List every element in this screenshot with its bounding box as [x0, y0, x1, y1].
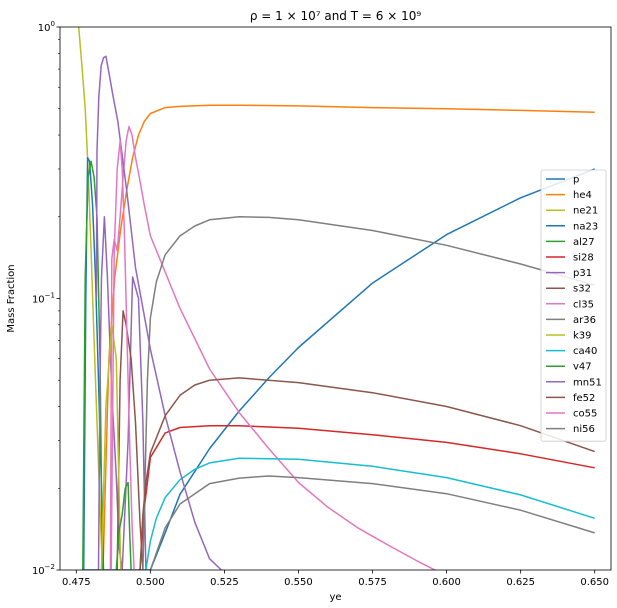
series-line-s32 — [116, 310, 144, 570]
series-line-al27 — [82, 160, 104, 570]
x-tick-label: 0.475 — [62, 577, 91, 588]
x-tick-label: 0.575 — [358, 577, 387, 588]
legend-label-s32: s32 — [573, 284, 591, 295]
series-line-p — [82, 168, 595, 570]
series-line-v47 — [115, 481, 132, 570]
series-line-k39 — [100, 324, 122, 570]
series-line-co55 — [110, 140, 135, 570]
legend-label-v47: v47 — [573, 362, 592, 373]
legend-box — [540, 169, 607, 442]
series-line-si28 — [139, 424, 595, 570]
legend-label-mn51: mn51 — [573, 377, 602, 388]
legend-label-p31: p31 — [573, 268, 592, 279]
series-layer — [77, 27, 595, 570]
series-line-fe52 — [139, 377, 595, 570]
y-tick-label: 10−2 — [32, 563, 55, 577]
x-axis-label: ye — [329, 592, 341, 603]
legend-label-ca40: ca40 — [573, 346, 597, 357]
x-tick-label: 0.650 — [580, 577, 609, 588]
legend-label-si28: si28 — [573, 253, 594, 264]
x-tick-label: 0.600 — [432, 577, 461, 588]
chart-title: ρ = 1 × 10⁷ and T = 6 × 10⁹ — [250, 9, 422, 23]
x-axis: 0.475 0.500 0.525 0.550 0.575 0.600 0.625 0.650 — [62, 570, 609, 588]
legend-label-fe52: fe52 — [573, 393, 595, 404]
x-tick-label: 0.525 — [210, 577, 239, 588]
legend-label-ni56: ni56 — [573, 424, 595, 435]
series-line-ni56 — [149, 475, 595, 570]
series-line-ca40 — [145, 457, 595, 570]
legend-label-na23: na23 — [573, 221, 598, 232]
y-axis-label: Mass Fraction — [6, 264, 17, 332]
legend-label-cl35: cl35 — [573, 299, 594, 310]
series-line-mn51 — [95, 55, 222, 570]
legend: p he4 ne21 na23 al27 si28 p31 s32 cl35 ar36 k39 ca4… — [540, 169, 607, 442]
series-line-ar36 — [142, 216, 595, 570]
legend-label-co55: co55 — [573, 409, 597, 420]
series-line-cl35 — [109, 125, 437, 570]
x-tick-label: 0.625 — [506, 577, 535, 588]
x-tick-label: 0.550 — [284, 577, 313, 588]
y-tick-label: 10−1 — [32, 292, 55, 306]
legend-label-he4: he4 — [573, 190, 592, 201]
x-tick-label: 0.500 — [136, 577, 165, 588]
y-axis: 10−2 10−1 100 — [32, 20, 60, 577]
series-line-he4 — [102, 104, 595, 570]
legend-label-p: p — [573, 175, 579, 186]
legend-label-ne21: ne21 — [573, 206, 598, 217]
legend-label-ar36: ar36 — [573, 315, 596, 326]
y-tick-label: 100 — [38, 20, 55, 34]
legend-label-k39: k39 — [573, 331, 592, 342]
plot-frame — [59, 26, 612, 571]
legend-label-al27: al27 — [573, 237, 595, 248]
